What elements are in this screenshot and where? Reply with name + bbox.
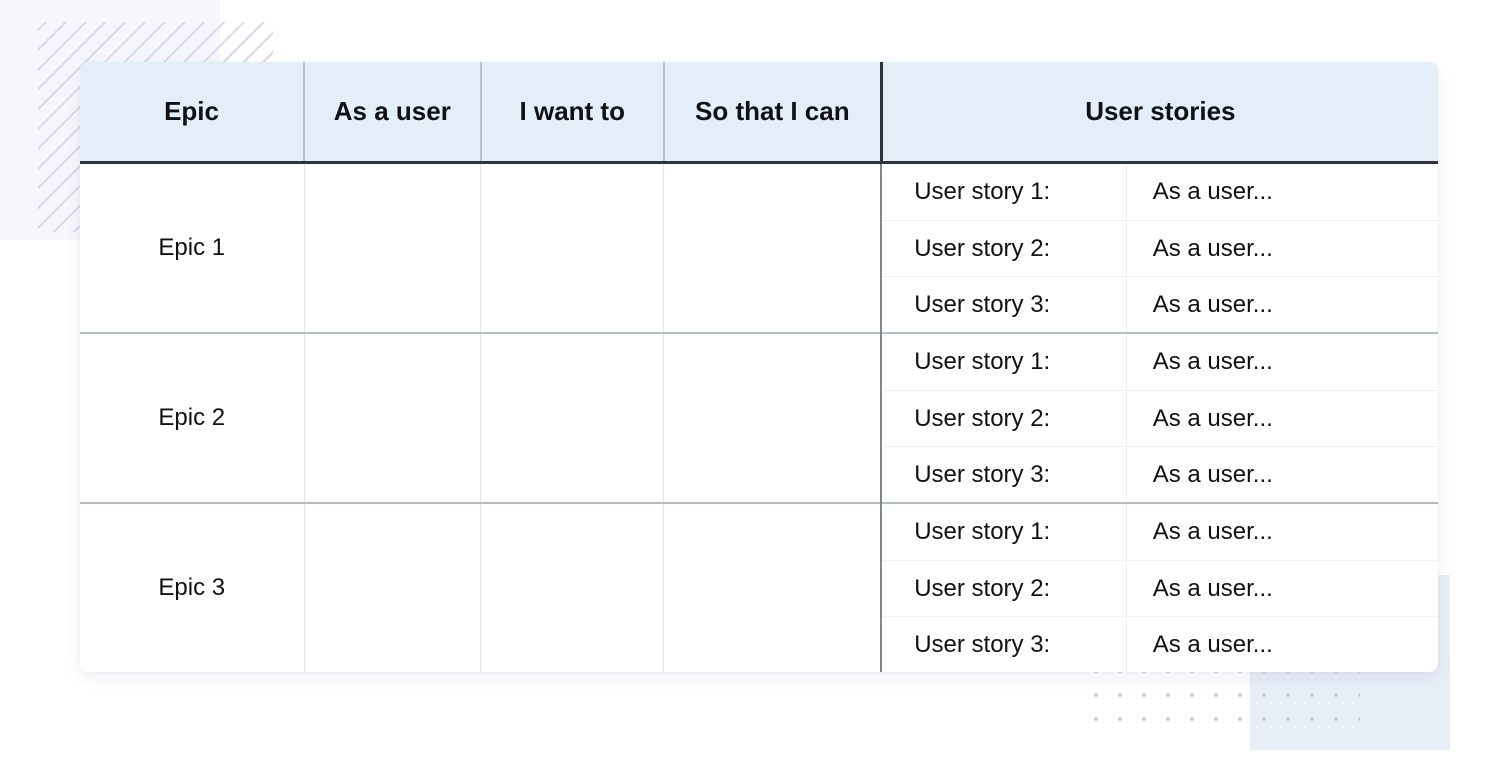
cell-epic: Epic 1 [80, 163, 304, 334]
user-story-label: User story 3: [882, 617, 1127, 672]
cell-user-stories: User story 1:As a user...User story 2:As… [881, 333, 1438, 503]
user-story-label: User story 2: [882, 391, 1127, 446]
col-header-as-a-user: As a user [304, 62, 481, 163]
table-row: Epic 2User story 1:As a user...User stor… [80, 333, 1438, 503]
cell-epic: Epic 3 [80, 503, 304, 672]
epic-user-story-table: Epic As a user I want to So that I can U… [80, 62, 1438, 672]
table-row: Epic 3User story 1:As a user...User stor… [80, 503, 1438, 672]
user-story-text: As a user... [1127, 561, 1438, 616]
user-story-text: As a user... [1127, 391, 1438, 446]
user-story-row: User story 3:As a user... [882, 276, 1438, 332]
epic-table-card: Epic As a user I want to So that I can U… [80, 62, 1438, 672]
cell-i-want-to [481, 163, 664, 334]
cell-user-stories: User story 1:As a user...User story 2:As… [881, 163, 1438, 334]
user-story-label: User story 3: [882, 447, 1127, 502]
user-story-text: As a user... [1127, 504, 1438, 560]
col-header-i-want-to: I want to [481, 62, 664, 163]
cell-so-that-i-can [664, 333, 881, 503]
user-story-text: As a user... [1127, 334, 1438, 390]
table-row: Epic 1User story 1:As a user...User stor… [80, 163, 1438, 334]
cell-as-a-user [304, 333, 481, 503]
col-header-so-that: So that I can [664, 62, 881, 163]
user-story-row: User story 1:As a user... [882, 504, 1438, 560]
user-story-row: User story 3:As a user... [882, 446, 1438, 502]
col-header-epic: Epic [80, 62, 304, 163]
user-story-row: User story 1:As a user... [882, 334, 1438, 390]
user-story-text: As a user... [1127, 277, 1438, 332]
user-story-label: User story 3: [882, 277, 1127, 332]
table-header-row: Epic As a user I want to So that I can U… [80, 62, 1438, 163]
user-story-text: As a user... [1127, 447, 1438, 502]
user-story-row: User story 2:As a user... [882, 560, 1438, 616]
cell-as-a-user [304, 503, 481, 672]
user-story-row: User story 2:As a user... [882, 390, 1438, 446]
user-story-label: User story 1: [882, 504, 1127, 560]
user-story-label: User story 2: [882, 561, 1127, 616]
cell-so-that-i-can [664, 503, 881, 672]
cell-i-want-to [481, 333, 664, 503]
user-story-label: User story 1: [882, 334, 1127, 390]
user-story-row: User story 3:As a user... [882, 616, 1438, 672]
user-story-text: As a user... [1127, 617, 1438, 672]
user-story-row: User story 1:As a user... [882, 164, 1438, 220]
user-story-row: User story 2:As a user... [882, 220, 1438, 276]
cell-user-stories: User story 1:As a user...User story 2:As… [881, 503, 1438, 672]
cell-i-want-to [481, 503, 664, 672]
user-story-label: User story 2: [882, 221, 1127, 276]
cell-as-a-user [304, 163, 481, 334]
user-story-label: User story 1: [882, 164, 1127, 220]
col-header-user-stories: User stories [881, 62, 1438, 163]
epic-table-body: Epic 1User story 1:As a user...User stor… [80, 163, 1438, 673]
cell-epic: Epic 2 [80, 333, 304, 503]
user-story-text: As a user... [1127, 221, 1438, 276]
cell-so-that-i-can [664, 163, 881, 334]
user-story-text: As a user... [1127, 164, 1438, 220]
